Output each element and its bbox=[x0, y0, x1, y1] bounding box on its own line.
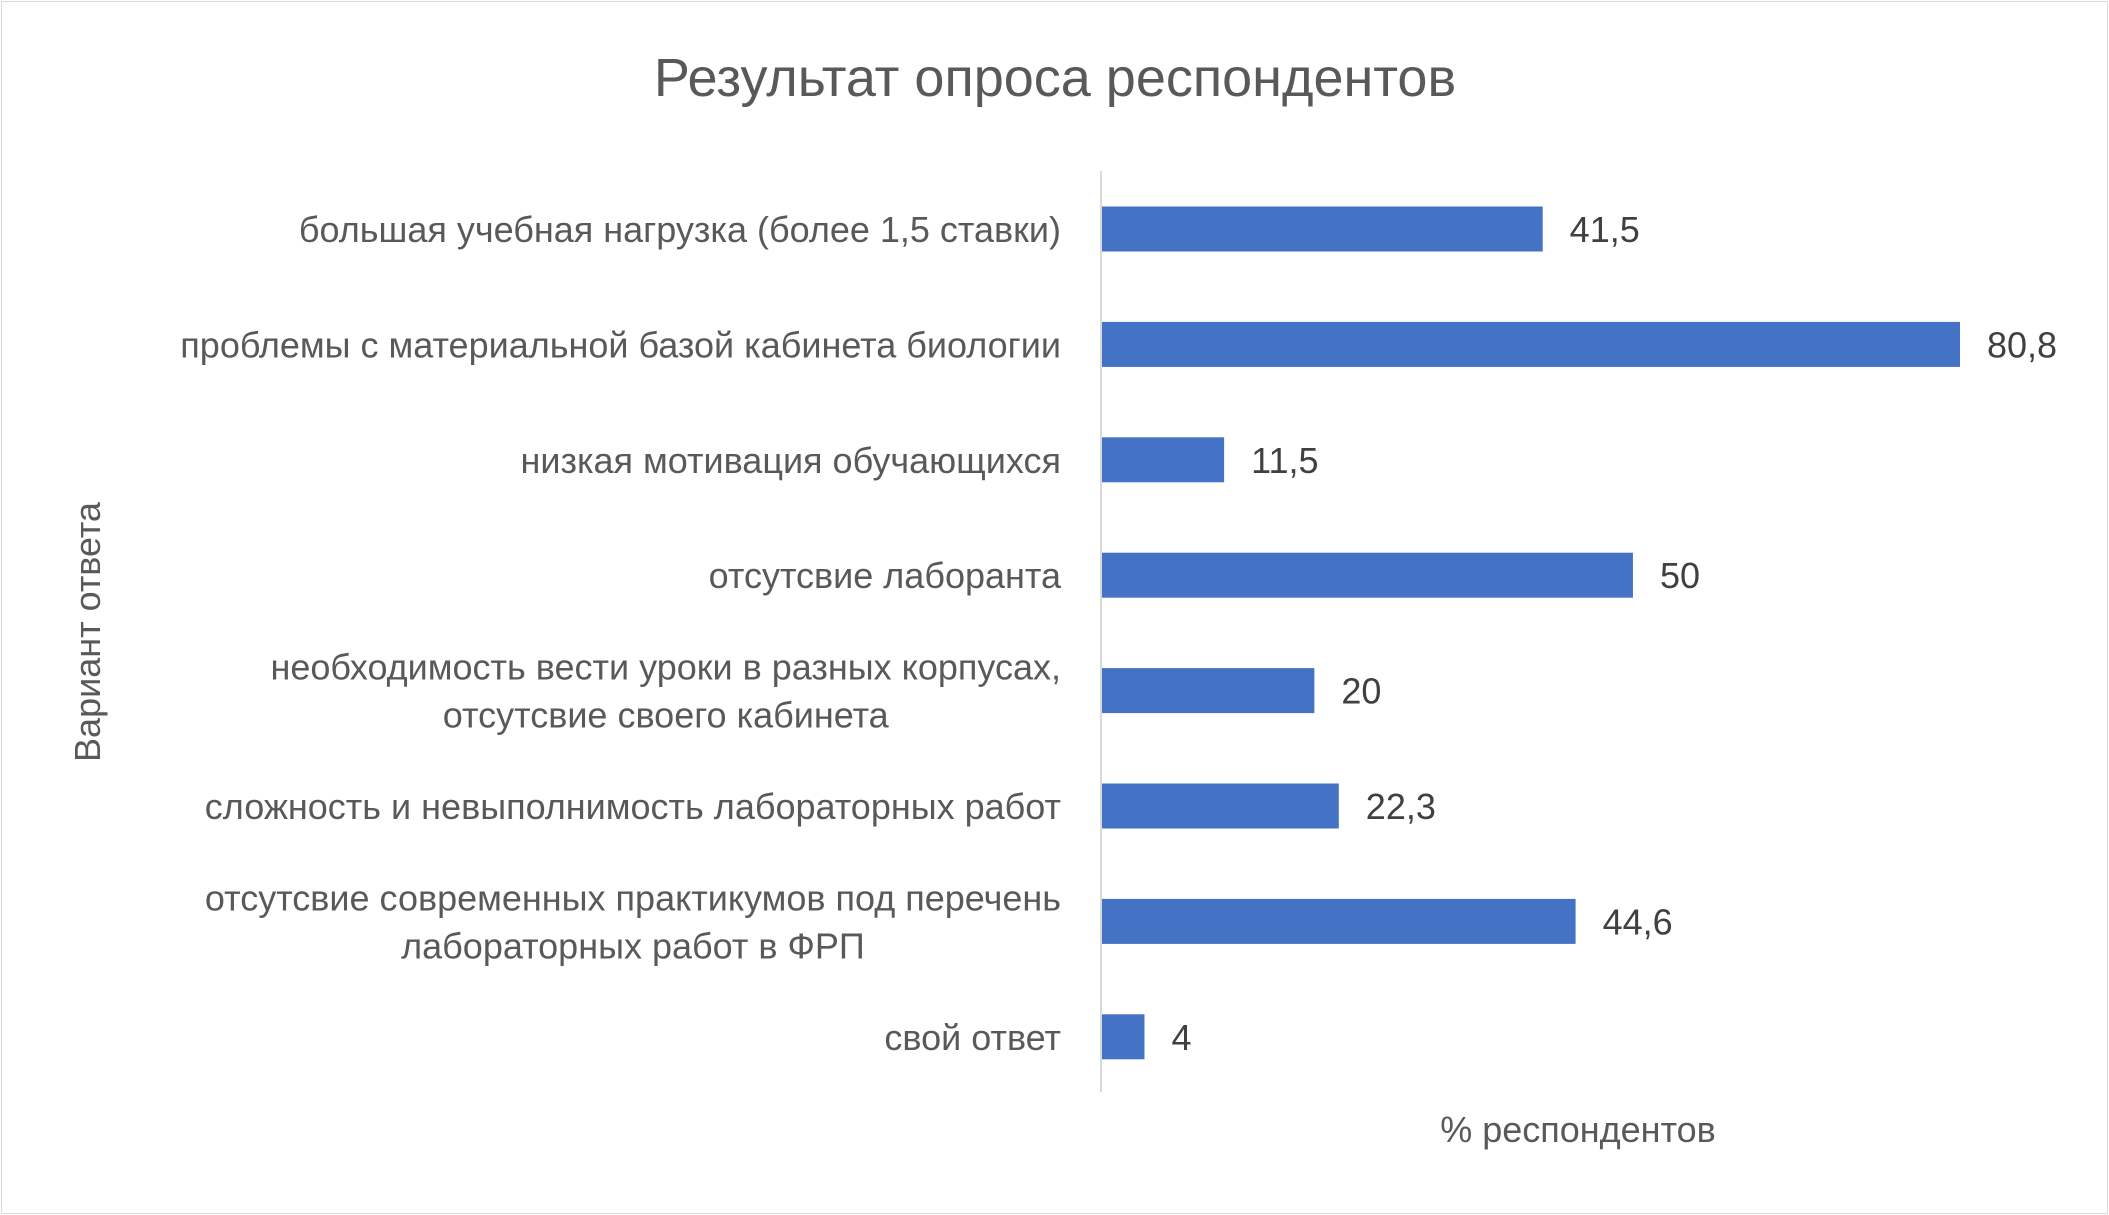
bar bbox=[1102, 437, 1225, 483]
data-label: 50 bbox=[1660, 555, 1700, 596]
category-label: проблемы с материальной базой кабинета б… bbox=[180, 324, 1061, 365]
bar bbox=[1102, 783, 1339, 829]
x-axis-title: % респондентов bbox=[1440, 1109, 1716, 1150]
category-label: большая учебная нагрузка (более 1,5 став… bbox=[299, 209, 1061, 250]
y-axis-title: Вариант ответа bbox=[67, 501, 108, 762]
data-label: 41,5 bbox=[1570, 209, 1640, 250]
category-label: необходимость вести уроки в разных корпу… bbox=[271, 647, 1062, 688]
category-label: низкая мотивация обучающихся bbox=[520, 440, 1061, 481]
category-label: отсутсвие своего кабинета bbox=[443, 695, 890, 736]
data-label: 4 bbox=[1171, 1017, 1191, 1058]
category-label: отсутсвие современных практикумов под пе… bbox=[205, 877, 1061, 918]
data-label: 22,3 bbox=[1366, 786, 1436, 827]
category-label: отсутсвие лаборанта bbox=[709, 555, 1062, 596]
bar bbox=[1102, 1014, 1145, 1060]
data-label: 20 bbox=[1341, 671, 1381, 712]
category-label: свой ответ bbox=[884, 1017, 1061, 1058]
data-label: 80,8 bbox=[1987, 324, 2057, 365]
data-label: 11,5 bbox=[1251, 440, 1318, 481]
bar bbox=[1102, 898, 1576, 944]
bar bbox=[1102, 321, 1960, 367]
bar bbox=[1102, 668, 1315, 714]
bar bbox=[1102, 206, 1543, 252]
category-label: сложность и невыполнимость лабораторных … bbox=[205, 786, 1061, 827]
category-label: лабораторных работ в ФРП bbox=[401, 925, 865, 966]
bar bbox=[1102, 552, 1633, 598]
data-label: 44,6 bbox=[1603, 901, 1673, 942]
chart-title: Результат опроса респондентов bbox=[654, 48, 1456, 108]
